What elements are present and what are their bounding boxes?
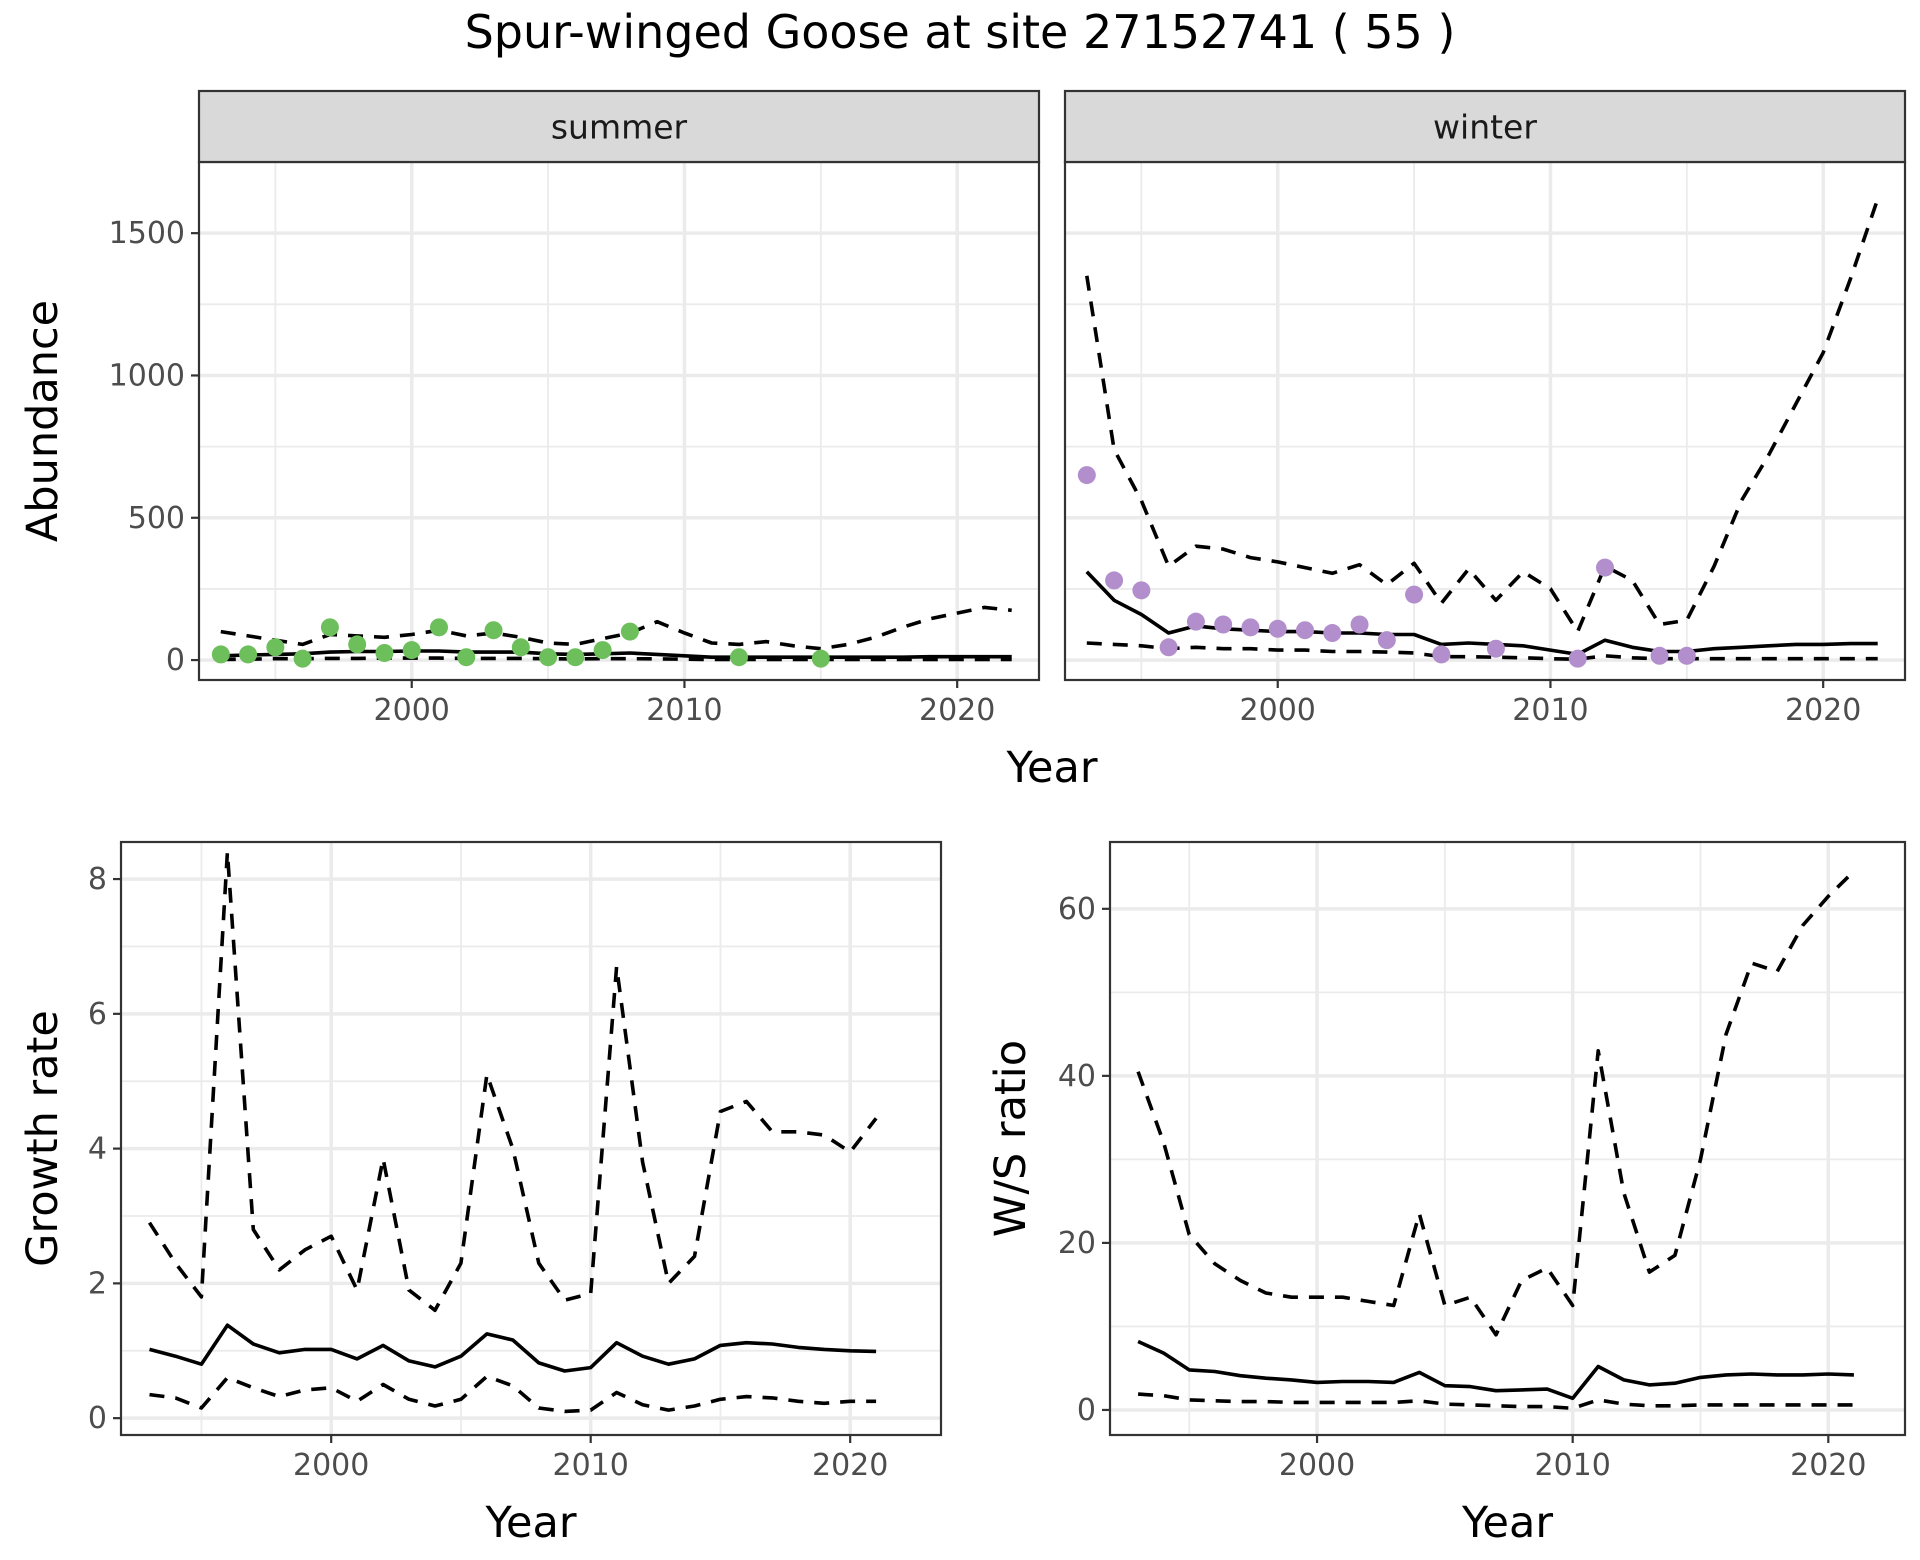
panel-frame	[1108, 840, 1907, 1437]
series-upper-line	[1136, 869, 1856, 1337]
x-tick-label: 2020	[919, 693, 995, 728]
data-point	[457, 648, 476, 667]
y-tick-label: 500	[128, 501, 185, 536]
data-point	[1105, 571, 1124, 590]
y-tick-label: 8	[88, 862, 107, 897]
y-axis-title-abundance: Abundance	[18, 300, 68, 542]
data-point	[1650, 646, 1669, 665]
y-axis-title-growth: Growth rate	[18, 1010, 68, 1267]
data-point	[1596, 558, 1614, 577]
panel-abundance-summer: summer 2000 2010 2020 0 500 1000 1500	[109, 89, 1041, 728]
data-point	[1268, 619, 1287, 638]
data-point	[348, 635, 367, 654]
x-axis-title-abundance: Year	[1005, 743, 1097, 793]
y-tick-label: 1500	[109, 216, 185, 251]
y-tick-label: 0	[88, 1401, 107, 1436]
x-tick-label: 2020	[812, 1448, 888, 1483]
data-point	[511, 638, 530, 657]
y-tick-label: 0	[166, 643, 185, 678]
y-tick-label: 20	[1058, 1226, 1096, 1261]
data-point	[1159, 638, 1178, 657]
facet-strip	[1063, 89, 1907, 164]
series-lower-line	[149, 1374, 877, 1414]
panel-ratio: 2000 2010 2020 0 20 40 60	[1058, 840, 1907, 1483]
series-lower-line	[1137, 1392, 1854, 1411]
data-point	[293, 649, 312, 668]
x-tick-label: 2000	[293, 1448, 369, 1483]
x-tick-label: 2000	[1240, 693, 1316, 728]
panel-abundance-winter: winter 2000 2010 2020	[1063, 89, 1907, 728]
series-estimate-line	[149, 1323, 877, 1373]
x-tick-label: 2000	[374, 693, 450, 728]
data-point	[430, 618, 448, 637]
y-tick-label: 40	[1058, 1059, 1096, 1094]
series-upper-line	[220, 605, 1012, 651]
chart-title: Spur-winged Goose at site 27152741 ( 55 …	[465, 5, 1456, 59]
series-estimate-line	[1137, 1339, 1854, 1401]
data-point	[402, 641, 421, 660]
data-point	[211, 645, 230, 664]
panel-frame	[119, 840, 943, 1437]
series-upper-line	[147, 850, 878, 1313]
facet-label: summer	[551, 108, 688, 147]
y-tick-label: 6	[88, 997, 107, 1032]
data-point	[1377, 631, 1396, 650]
data-point	[1323, 624, 1342, 643]
y-tick-label: 1000	[109, 358, 185, 393]
x-tick-label: 2010	[553, 1448, 629, 1483]
data-point	[1132, 581, 1151, 600]
y-tick-label: 2	[88, 1266, 107, 1301]
series-lower-line	[1086, 641, 1878, 661]
data-point	[1296, 621, 1314, 640]
x-tick-label: 2010	[646, 693, 722, 728]
data-points	[211, 618, 830, 668]
data-point	[239, 645, 258, 664]
x-tick-label: 2020	[1790, 1448, 1866, 1483]
y-tick-label: 60	[1058, 892, 1096, 927]
data-point	[1214, 615, 1233, 634]
data-point	[593, 641, 612, 660]
facet-label: winter	[1433, 108, 1537, 147]
data-point	[320, 618, 339, 637]
x-axis-title-growth: Year	[484, 1498, 576, 1548]
series-upper-line	[1085, 198, 1880, 634]
data-points	[1077, 466, 1696, 668]
panel-growth: 2000 2010 2020 0 2 4 6 8	[88, 840, 943, 1483]
data-point	[539, 648, 558, 667]
data-point	[266, 638, 285, 657]
y-tick-label: 4	[88, 1132, 107, 1167]
x-tick-label: 2020	[1785, 693, 1861, 728]
data-point	[1241, 618, 1260, 637]
x-axis-title-ratio: Year	[1461, 1498, 1553, 1548]
x-tick-label: 2010	[1512, 693, 1588, 728]
data-point	[1432, 645, 1451, 664]
data-point	[1077, 466, 1096, 485]
data-point	[730, 648, 748, 667]
x-tick-label: 2000	[1279, 1448, 1355, 1483]
data-point	[484, 621, 503, 640]
y-tick-label: 0	[1077, 1393, 1096, 1428]
data-point	[1405, 585, 1424, 604]
data-point	[1350, 615, 1369, 634]
data-point	[620, 622, 639, 641]
data-point	[1486, 639, 1505, 658]
series-lower-line	[220, 656, 1012, 662]
x-tick-label: 2010	[1535, 1448, 1611, 1483]
facet-strip	[197, 89, 1041, 164]
data-point	[1568, 649, 1587, 668]
data-point	[1677, 646, 1696, 665]
data-point	[375, 643, 394, 662]
data-point	[1186, 612, 1205, 631]
data-point	[566, 648, 585, 667]
y-axis-title-ratio: W/S ratio	[986, 1040, 1036, 1237]
data-point	[811, 649, 830, 668]
